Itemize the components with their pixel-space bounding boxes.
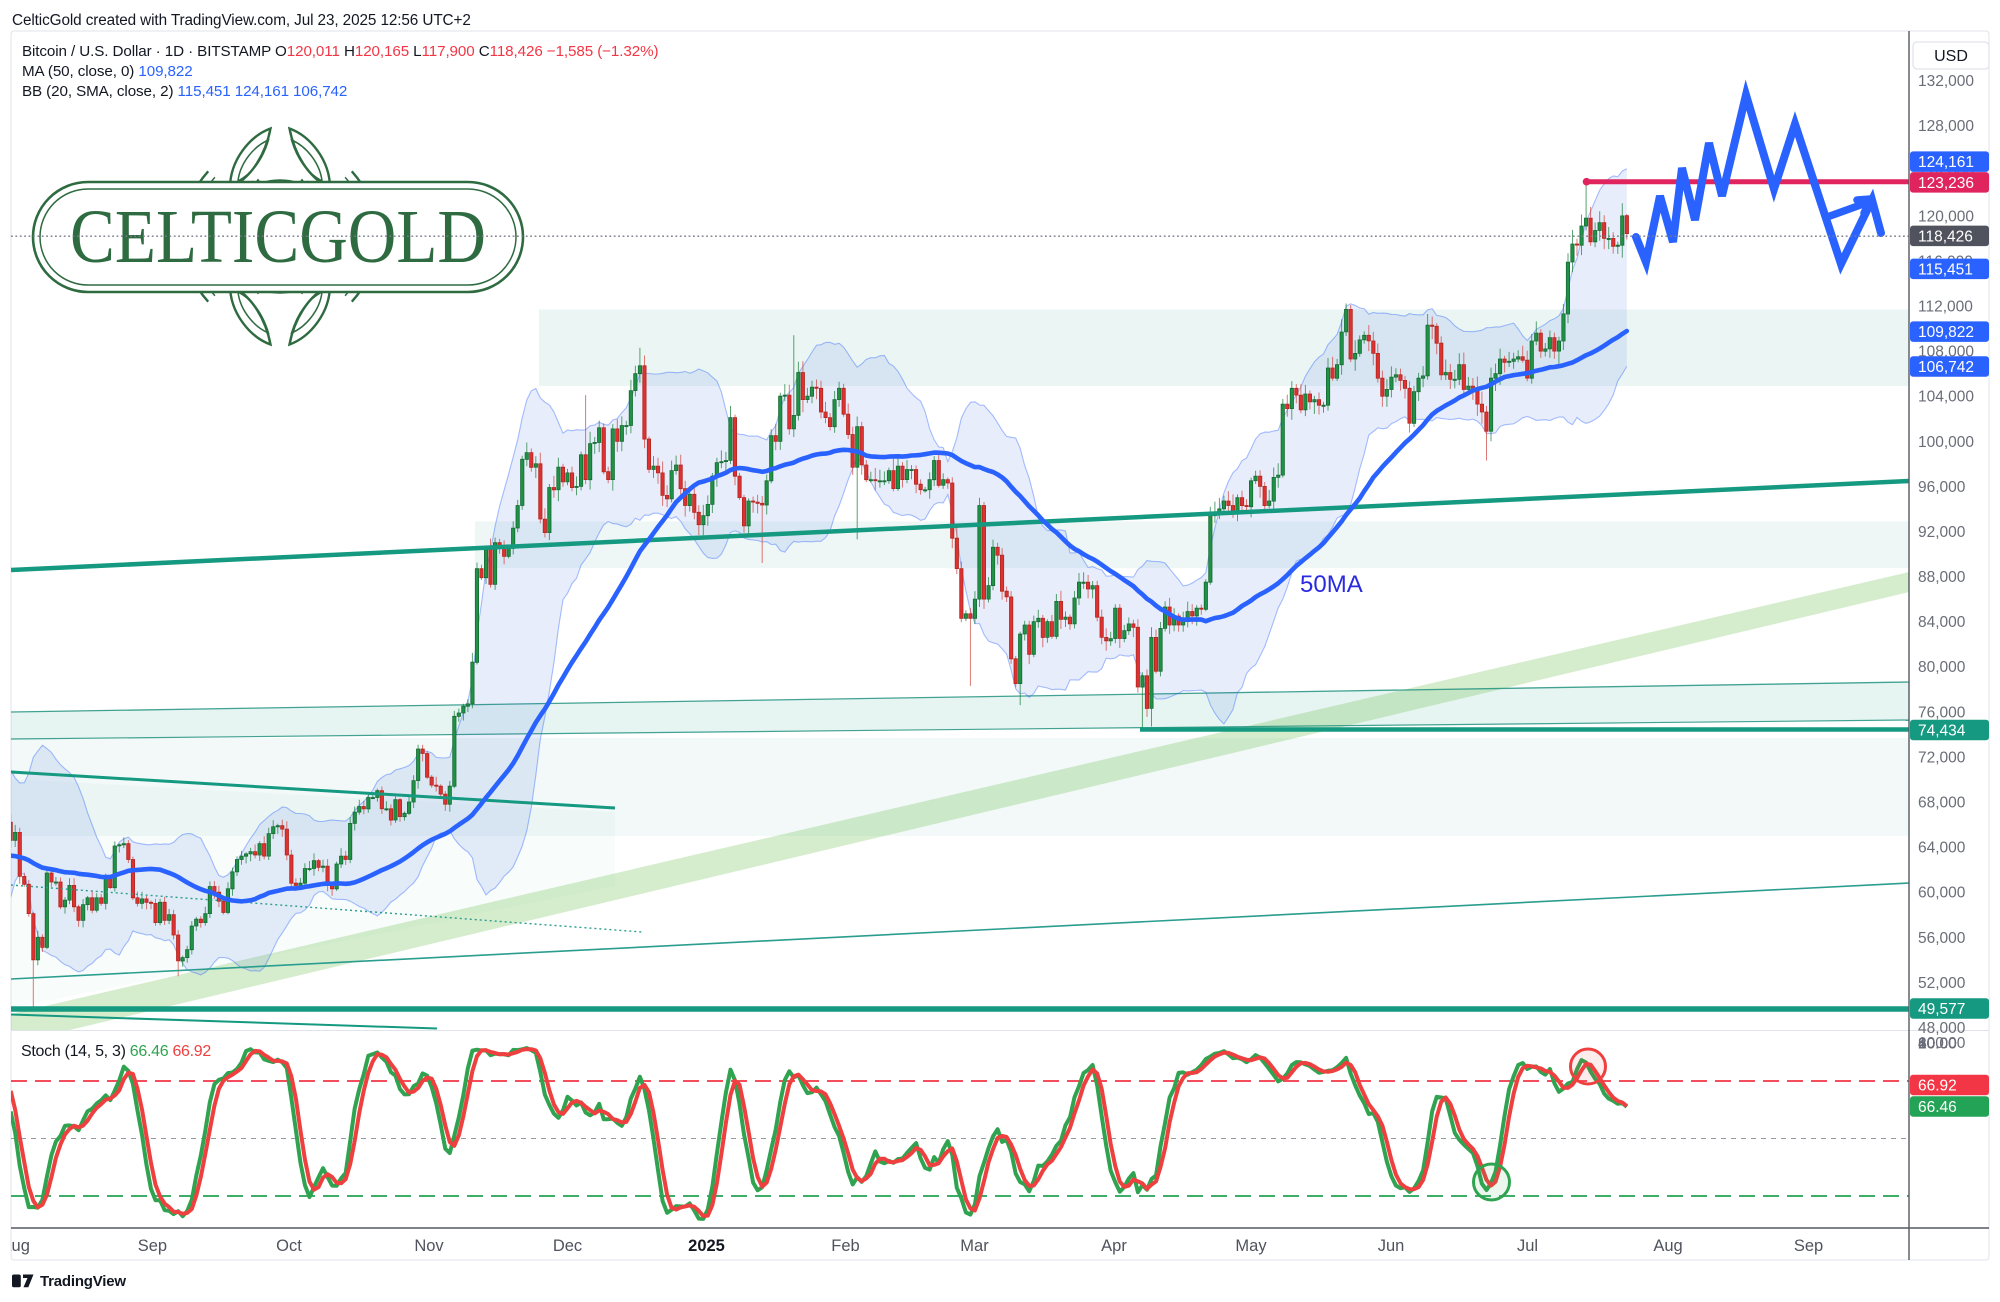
svg-text:66.92: 66.92 [1918, 1078, 1957, 1095]
svg-text:88,000: 88,000 [1918, 569, 1966, 586]
svg-text:106,742: 106,742 [1918, 359, 1974, 376]
svg-text:49,577: 49,577 [1918, 1001, 1965, 1018]
svg-text:128,000: 128,000 [1918, 118, 1974, 135]
svg-text:Feb: Feb [831, 1237, 859, 1255]
svg-text:MA (50, close, 0) 109,822: MA (50, close, 0) 109,822 [22, 63, 193, 80]
svg-text:74,434: 74,434 [1918, 723, 1966, 740]
svg-text:120,000: 120,000 [1918, 208, 1974, 225]
svg-text:Sep: Sep [1794, 1237, 1823, 1255]
svg-text:Mar: Mar [960, 1237, 989, 1255]
svg-text:84,000: 84,000 [1918, 614, 1966, 631]
svg-text:92,000: 92,000 [1918, 524, 1966, 541]
svg-text:115,451: 115,451 [1918, 261, 1973, 278]
svg-text:Nov: Nov [414, 1237, 444, 1255]
svg-text:Bitcoin / U.S. Dollar · 1D · B: Bitcoin / U.S. Dollar · 1D · BITSTAMP O1… [22, 43, 658, 60]
svg-text:Stoch (14, 5, 3) 66.46 66.92: Stoch (14, 5, 3) 66.46 66.92 [21, 1043, 211, 1060]
svg-text:52,000: 52,000 [1918, 975, 1966, 992]
svg-text:Aug: Aug [1653, 1237, 1682, 1255]
svg-text:104,000: 104,000 [1918, 389, 1974, 406]
svg-text:Oct: Oct [276, 1237, 302, 1255]
svg-text:Aug: Aug [1, 1237, 30, 1255]
svg-text:May: May [1235, 1237, 1267, 1255]
svg-text:20.00: 20.00 [1918, 1036, 1957, 1053]
svg-text:96,000: 96,000 [1918, 479, 1966, 496]
svg-text:112,000: 112,000 [1918, 299, 1973, 316]
svg-text:60,000: 60,000 [1918, 885, 1966, 902]
svg-text:Sep: Sep [138, 1237, 167, 1255]
svg-text:50MA: 50MA [1300, 571, 1363, 598]
svg-text:48,000: 48,000 [1918, 1020, 1966, 1037]
svg-text:66.46: 66.46 [1918, 1099, 1957, 1116]
svg-text:Jul: Jul [1517, 1237, 1538, 1255]
svg-text:USD: USD [1934, 48, 1968, 65]
svg-text:Dec: Dec [553, 1237, 582, 1255]
svg-text:123,236: 123,236 [1918, 175, 1974, 192]
svg-text:72,000: 72,000 [1918, 749, 1966, 766]
svg-text:CELTICGOLD: CELTICGOLD [70, 195, 486, 279]
svg-text:100,000: 100,000 [1918, 434, 1974, 451]
svg-text:CelticGold created with Tradin: CelticGold created with TradingView.com,… [12, 12, 471, 29]
svg-text:TradingView: TradingView [40, 1273, 126, 1290]
svg-text:109,822: 109,822 [1918, 324, 1974, 341]
svg-text:BB (20, SMA, close, 2) 115,45: BB (20, SMA, close, 2) 115,451 124,161 1… [22, 83, 347, 100]
svg-text:124,161: 124,161 [1918, 154, 1974, 171]
svg-text:2025: 2025 [688, 1237, 725, 1255]
svg-text:Apr: Apr [1101, 1237, 1127, 1255]
svg-text:68,000: 68,000 [1918, 795, 1966, 812]
svg-text:40.00: 40.00 [1918, 1036, 1957, 1053]
svg-text:80,000: 80,000 [1918, 659, 1966, 676]
svg-text:56,000: 56,000 [1918, 930, 1966, 947]
svg-text:100.00: 100.00 [1918, 1035, 1966, 1052]
svg-text:118,426: 118,426 [1918, 228, 1973, 245]
svg-text:76,000: 76,000 [1918, 704, 1966, 721]
svg-text:132,000: 132,000 [1918, 73, 1974, 90]
svg-text:Jun: Jun [1378, 1237, 1405, 1255]
svg-text:60.00: 60.00 [1918, 1036, 1957, 1053]
svg-text:80.00: 80.00 [1918, 1036, 1957, 1053]
svg-text:64,000: 64,000 [1918, 840, 1966, 857]
